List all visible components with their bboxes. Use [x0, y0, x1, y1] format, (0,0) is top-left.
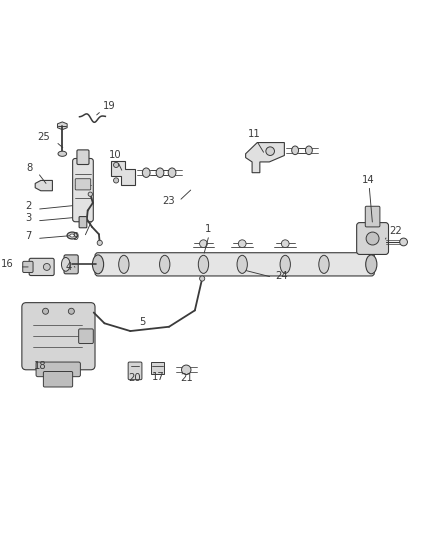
- FancyBboxPatch shape: [64, 255, 78, 274]
- Ellipse shape: [159, 255, 170, 273]
- FancyBboxPatch shape: [128, 362, 142, 379]
- FancyBboxPatch shape: [75, 179, 91, 190]
- FancyBboxPatch shape: [29, 259, 54, 276]
- FancyBboxPatch shape: [365, 206, 380, 227]
- Ellipse shape: [67, 232, 78, 239]
- Text: 14: 14: [362, 175, 374, 184]
- FancyBboxPatch shape: [79, 329, 93, 344]
- Ellipse shape: [237, 255, 247, 273]
- Text: 25: 25: [38, 132, 50, 142]
- Ellipse shape: [68, 308, 74, 314]
- Ellipse shape: [319, 255, 329, 273]
- Text: 7: 7: [25, 231, 32, 240]
- Ellipse shape: [113, 163, 119, 167]
- Ellipse shape: [238, 240, 246, 247]
- Polygon shape: [35, 181, 53, 191]
- Text: 4: 4: [65, 262, 71, 271]
- Text: 24: 24: [276, 271, 288, 281]
- Text: 17: 17: [152, 372, 165, 382]
- FancyBboxPatch shape: [36, 362, 81, 377]
- Ellipse shape: [119, 255, 129, 273]
- Ellipse shape: [181, 365, 191, 375]
- Text: 9: 9: [72, 232, 79, 242]
- Ellipse shape: [142, 168, 150, 177]
- FancyBboxPatch shape: [77, 150, 89, 165]
- FancyBboxPatch shape: [43, 372, 73, 387]
- Text: 18: 18: [34, 361, 46, 371]
- Ellipse shape: [200, 240, 207, 247]
- Ellipse shape: [266, 147, 275, 156]
- Ellipse shape: [58, 151, 67, 156]
- Ellipse shape: [366, 232, 379, 245]
- FancyBboxPatch shape: [79, 216, 87, 228]
- Text: 23: 23: [162, 196, 175, 206]
- Ellipse shape: [168, 168, 176, 177]
- Ellipse shape: [292, 146, 299, 155]
- Text: 22: 22: [389, 226, 402, 236]
- Ellipse shape: [281, 240, 289, 247]
- Text: 11: 11: [248, 130, 261, 140]
- Text: 2: 2: [25, 201, 32, 211]
- Text: 21: 21: [180, 374, 193, 383]
- Ellipse shape: [43, 263, 50, 270]
- Ellipse shape: [305, 146, 312, 155]
- FancyBboxPatch shape: [357, 223, 389, 254]
- Ellipse shape: [280, 255, 290, 273]
- Ellipse shape: [400, 238, 407, 246]
- FancyBboxPatch shape: [23, 261, 33, 272]
- FancyBboxPatch shape: [95, 253, 374, 276]
- Text: 1: 1: [205, 224, 212, 234]
- Ellipse shape: [366, 255, 377, 274]
- FancyBboxPatch shape: [22, 303, 95, 370]
- Ellipse shape: [97, 240, 102, 245]
- Text: 20: 20: [129, 373, 141, 383]
- Ellipse shape: [61, 257, 70, 271]
- Polygon shape: [111, 160, 135, 185]
- Bar: [151, 361, 164, 374]
- Polygon shape: [57, 122, 67, 130]
- Ellipse shape: [88, 192, 92, 196]
- Text: 8: 8: [26, 163, 32, 173]
- FancyBboxPatch shape: [73, 158, 93, 222]
- Ellipse shape: [70, 234, 74, 237]
- Text: 16: 16: [1, 259, 14, 269]
- Text: 3: 3: [25, 213, 32, 223]
- Ellipse shape: [113, 178, 119, 183]
- Ellipse shape: [156, 168, 164, 177]
- Text: 10: 10: [109, 150, 122, 160]
- Polygon shape: [246, 142, 284, 173]
- Ellipse shape: [198, 255, 208, 273]
- Ellipse shape: [92, 255, 104, 274]
- Ellipse shape: [200, 276, 205, 281]
- Text: 5: 5: [139, 318, 145, 327]
- Ellipse shape: [42, 308, 49, 314]
- Text: 19: 19: [103, 101, 116, 111]
